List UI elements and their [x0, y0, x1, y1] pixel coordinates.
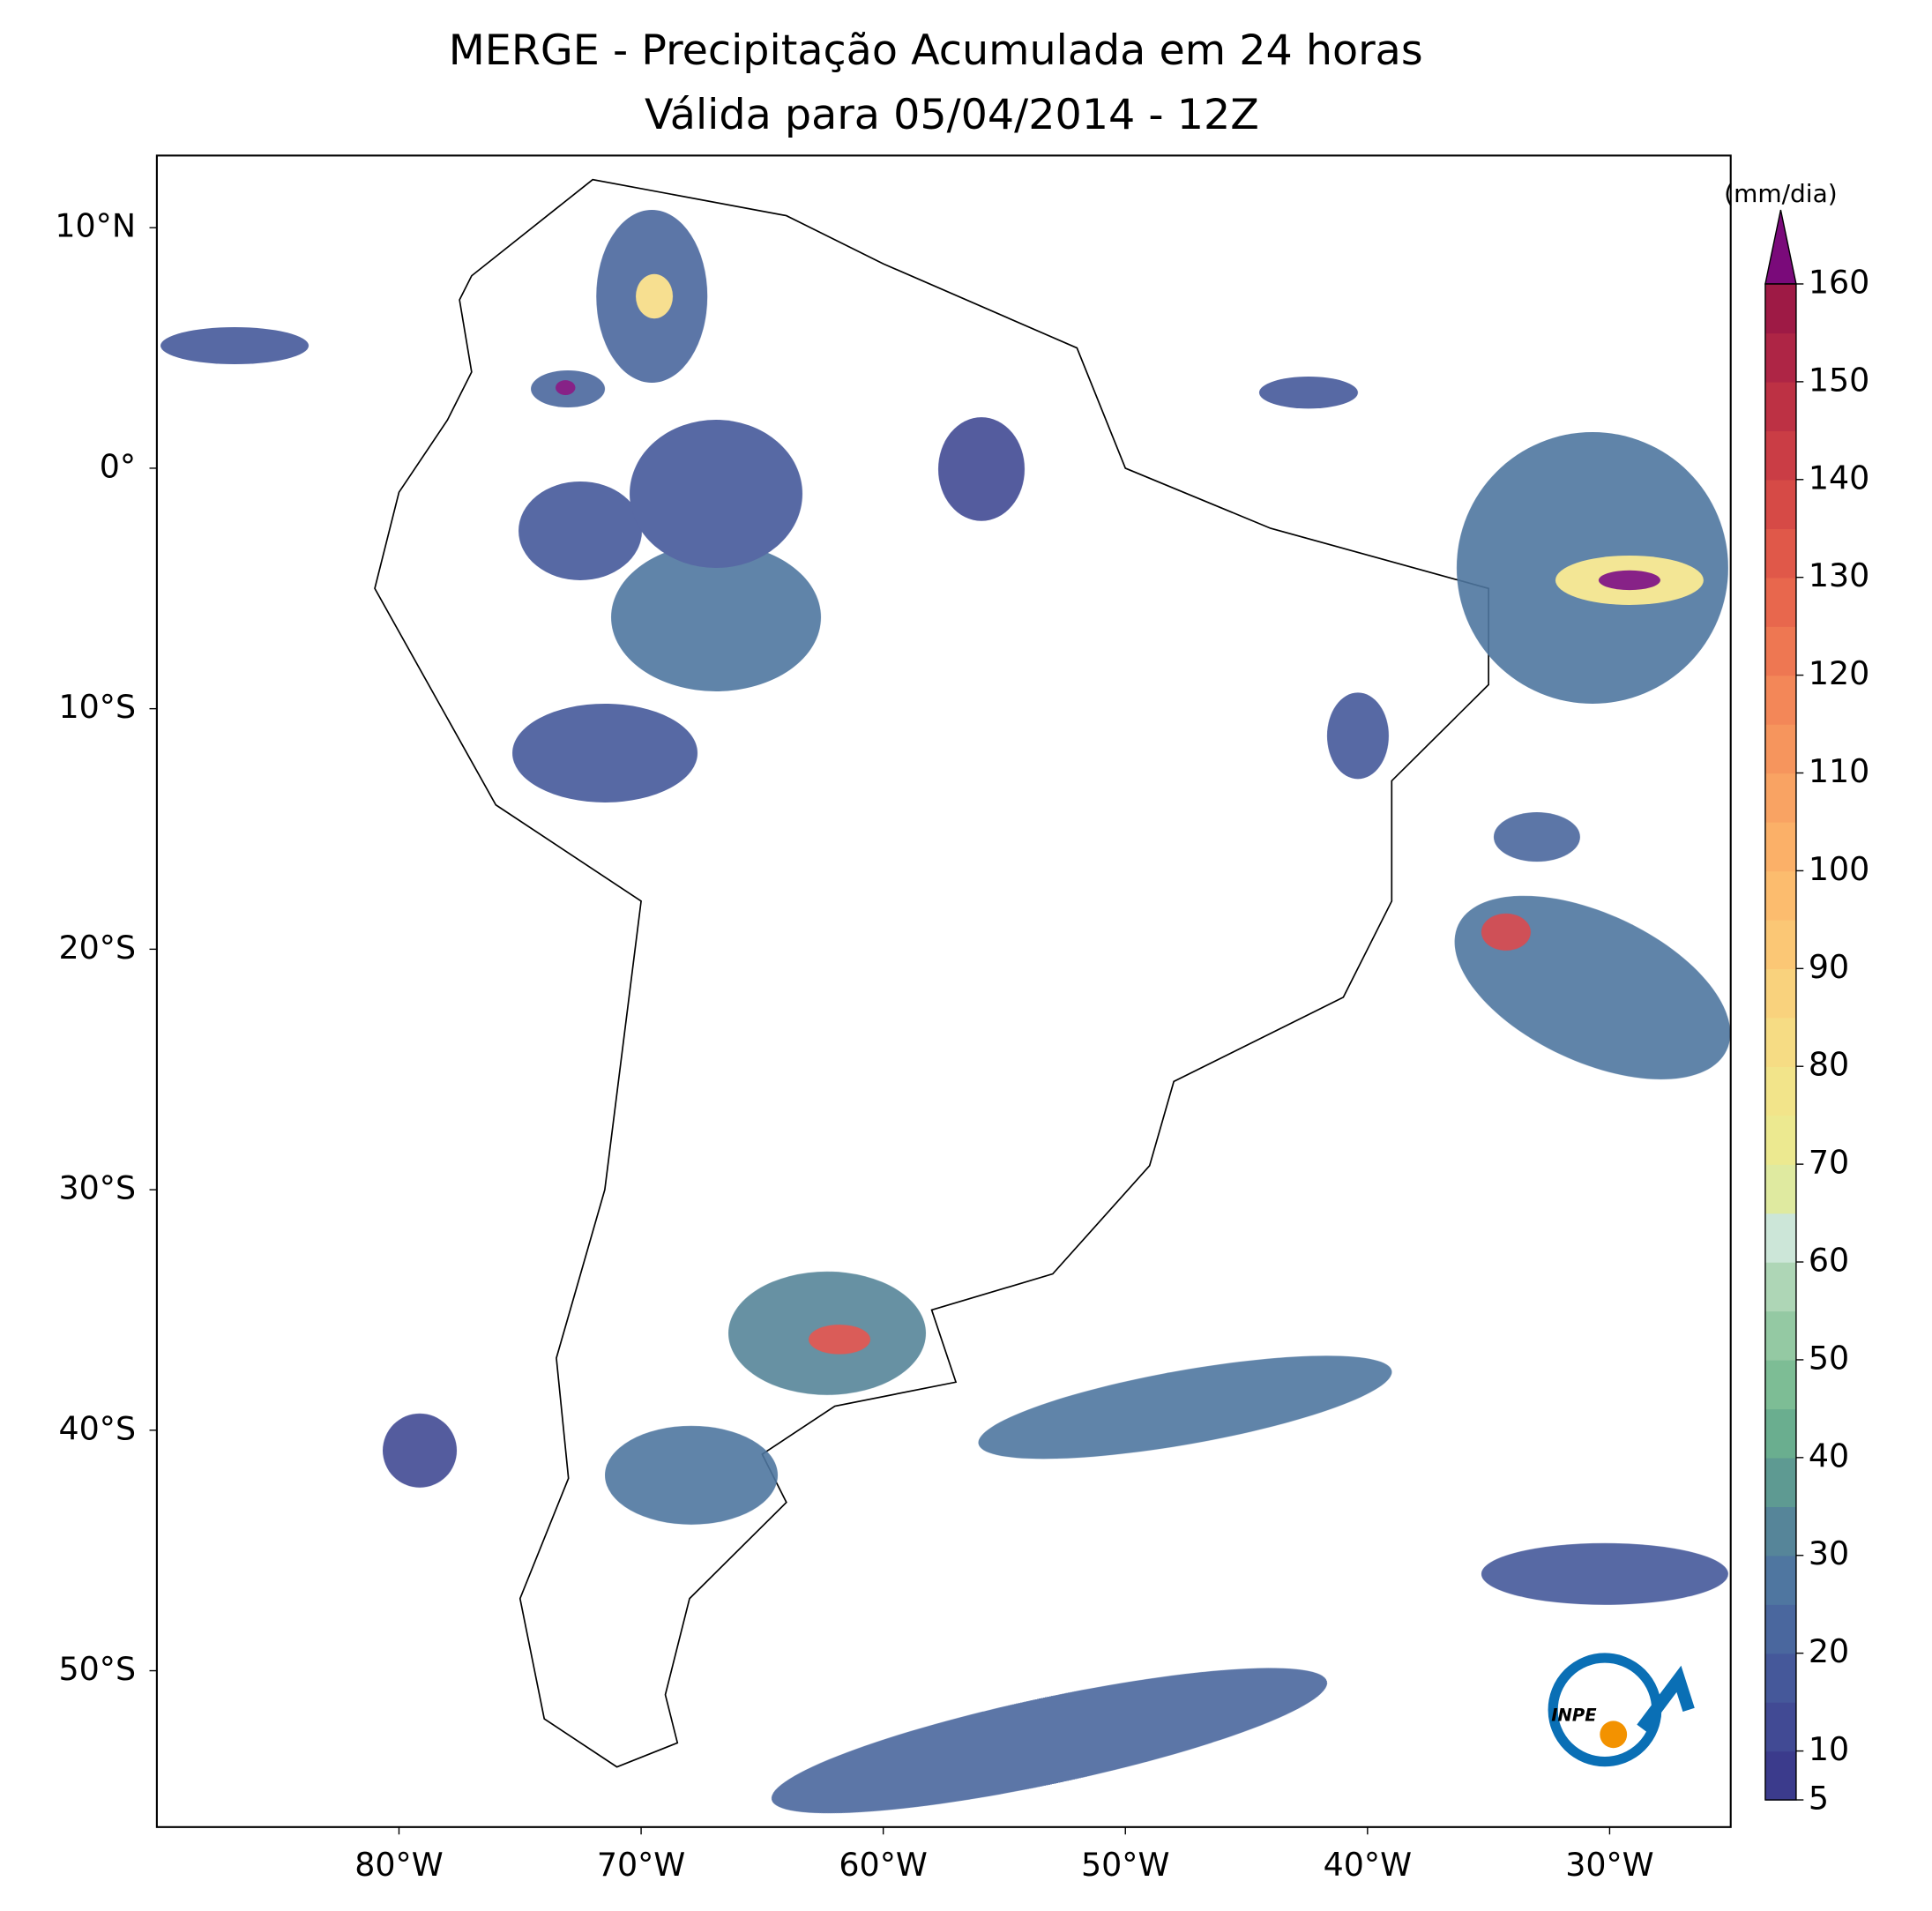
logo-arrow: [1637, 1665, 1695, 1733]
colorbar-tick-label: 40: [1809, 1437, 1849, 1474]
colorbar-level: [1764, 1702, 1796, 1752]
colorbar-level: [1764, 381, 1796, 432]
logo: INPE: [1524, 1619, 1710, 1805]
colorbar-level: [1764, 283, 1796, 334]
rain-core: [809, 1325, 871, 1355]
colorbar-tick-label: 130: [1809, 556, 1869, 594]
colorbar-level: [1764, 528, 1796, 579]
rain-area: [611, 542, 822, 691]
colorbar-level: [1764, 1213, 1796, 1263]
colorbar-level: [1764, 626, 1796, 676]
x-tick-label: 70°W: [597, 1846, 685, 1884]
x-tick-label: 30°W: [1565, 1846, 1653, 1884]
colorbar-level: [1764, 332, 1796, 383]
colorbar-level: [1764, 1066, 1796, 1116]
logo-sun: [1600, 1721, 1628, 1749]
rain-area: [1258, 376, 1358, 409]
colorbar-level: [1764, 1457, 1796, 1507]
rain-area: [1326, 692, 1389, 780]
colorbar-tick-label: 60: [1809, 1242, 1849, 1280]
rain-core: [1481, 913, 1531, 951]
rain-core: [556, 380, 576, 395]
colorbar-level: [1764, 1506, 1796, 1556]
rain-core: [636, 273, 674, 319]
x-tick-label: 50°W: [1081, 1846, 1169, 1884]
rain-area: [605, 1425, 779, 1525]
rain-area: [518, 481, 643, 580]
colorbar-level: [1764, 577, 1796, 627]
colorbar-tick-label: 30: [1809, 1534, 1849, 1572]
colorbar-level: [1764, 821, 1796, 872]
x-tick-label: 60°W: [839, 1846, 927, 1884]
colorbar-tick-label: 70: [1809, 1144, 1849, 1182]
precipitation: [160, 209, 1731, 1814]
rain-area: [160, 326, 310, 364]
colorbar-level: [1764, 1555, 1796, 1605]
rain-area: [512, 703, 698, 802]
colorbar-level: [1764, 724, 1796, 774]
colorbar-level: [1764, 968, 1796, 1019]
y-tick-label: 40°S: [59, 1409, 137, 1447]
rain-core: [1598, 570, 1660, 591]
colorbar-level: [1764, 1751, 1796, 1801]
map-frame: [155, 154, 1732, 1828]
y-tick-label: 30°S: [59, 1169, 137, 1207]
x-tick-label: 80°W: [354, 1846, 443, 1884]
colorbar-tick-label: 5: [1809, 1780, 1829, 1818]
rain-area: [1493, 812, 1580, 862]
rain-area: [771, 1668, 1328, 1814]
colorbar-tick-label: 50: [1809, 1339, 1849, 1377]
colorbar-level: [1764, 919, 1796, 970]
colorbar-tick-label: 150: [1809, 361, 1869, 399]
rain-area: [938, 417, 1025, 521]
axes: 80°W 70°W 60°W 50°W 40°W 30°W 10°N 0° 10°S 20°S 30…: [55, 207, 1653, 1884]
colorbar-label: (mm/dia): [1724, 179, 1837, 208]
colorbar-level: [1764, 675, 1796, 725]
colorbar-tick-label: 110: [1809, 752, 1869, 790]
rain-area: [1481, 1542, 1728, 1605]
colorbar-level: [1764, 870, 1796, 921]
logo-text: INPE: [1551, 1705, 1597, 1725]
colorbar-tick-label: 20: [1809, 1632, 1849, 1670]
colorbar-level: [1764, 430, 1796, 481]
colorbar-level: [1764, 479, 1796, 529]
colorbar-level: [1764, 1604, 1796, 1654]
colorbar-level: [1764, 1115, 1796, 1165]
y-tick-label: 10°N: [55, 207, 136, 245]
rain-area: [630, 419, 803, 568]
title: MERGE - Precipitação Acumulada em 24 hor…: [449, 26, 1423, 75]
colorbar-level: [1764, 1653, 1796, 1703]
colorbar-level: [1764, 1164, 1796, 1214]
y-tick-label: 50°S: [59, 1650, 137, 1688]
x-tick-label: 40°W: [1324, 1846, 1412, 1884]
colorbar: 5 10 20 30 40 50 60 70 80 90 100 110 120 130 140 150 160…: [1724, 179, 1869, 1817]
colorbar-tick-label: 90: [1809, 948, 1849, 986]
colorbar-tick-label: 140: [1809, 459, 1869, 496]
colorbar-level: [1764, 1017, 1796, 1067]
colorbar-tick-label: 10: [1809, 1730, 1849, 1768]
y-tick-label: 0°: [100, 447, 136, 485]
colorbar-frame: [1764, 283, 1797, 1801]
y-tick-label: 20°S: [59, 929, 137, 967]
y-tick-label: 10°S: [59, 688, 137, 726]
colorbar-level: [1764, 1408, 1796, 1459]
colorbar-level: [1764, 1359, 1796, 1410]
colorbar-tick-label: 160: [1809, 263, 1869, 301]
rain-area: [383, 1413, 458, 1488]
rain-area: [978, 1355, 1392, 1459]
subtitle: Válida para 05/04/2014 - 12Z: [645, 91, 1259, 139]
colorbar-tick-label: 120: [1809, 654, 1869, 692]
colorbar-tick-label: 100: [1809, 850, 1869, 888]
colorbar-level: [1764, 1310, 1796, 1361]
colorbar-tick-label: 80: [1809, 1046, 1849, 1084]
colorbar-level: [1764, 773, 1796, 823]
colorbar-level: [1764, 1262, 1796, 1312]
